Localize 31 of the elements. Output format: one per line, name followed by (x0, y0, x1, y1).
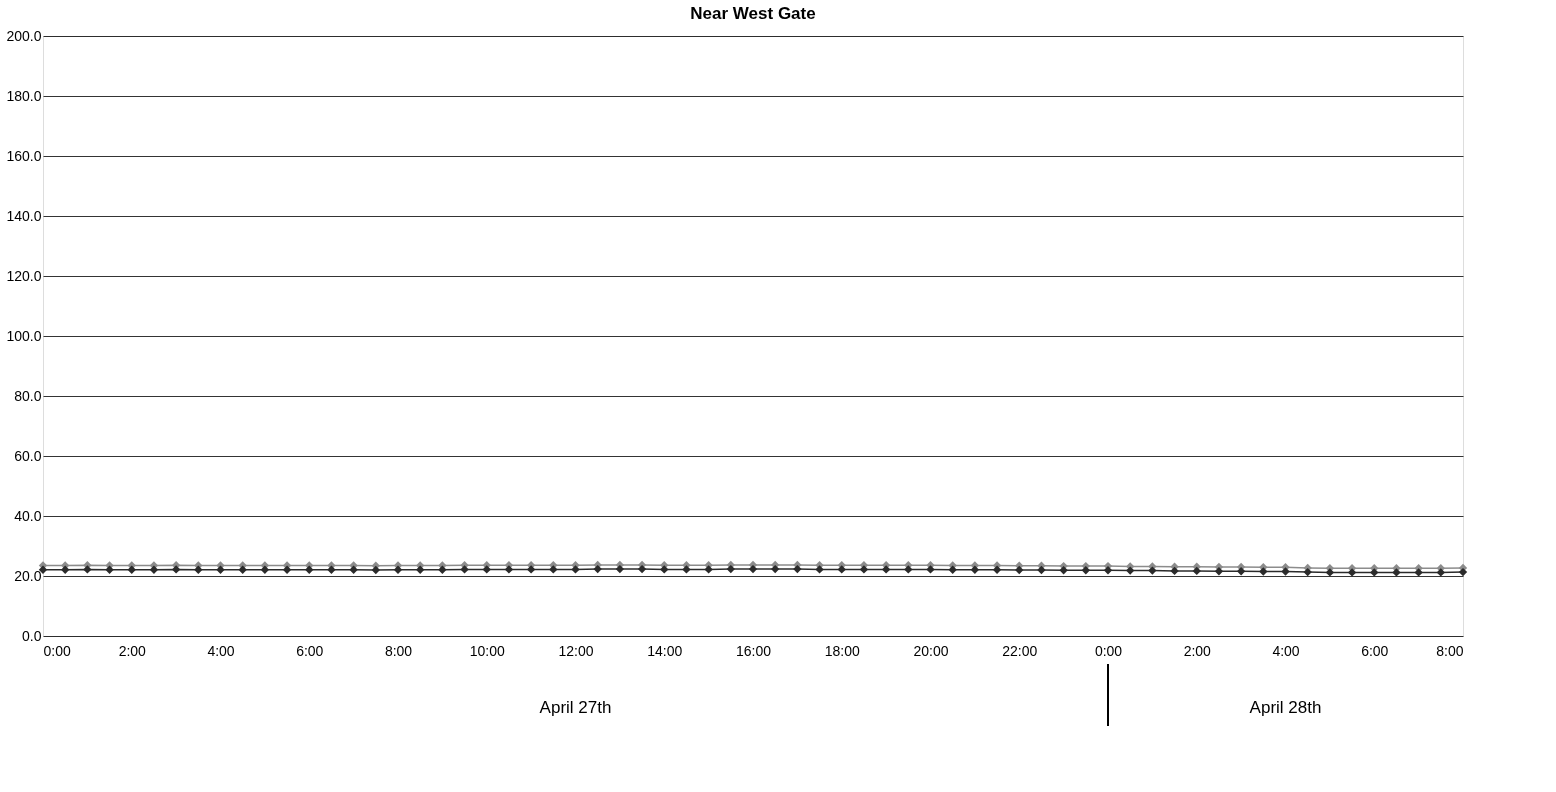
x-tick-label: 16:00 (735, 642, 772, 659)
text: April 27th (539, 698, 612, 717)
x-tick-label: 12:00 (558, 642, 594, 659)
y-tick-label: 120.0 (6, 267, 42, 284)
y-tick-label: 180.0 (6, 87, 42, 104)
x-tick-label: 10:00 (469, 642, 505, 659)
y-tick-label: 0.0 (22, 627, 42, 644)
x-tick-label: 20:00 (913, 642, 949, 659)
x-tick-label: 2:00 (1183, 642, 1212, 659)
y-tick-label: 140.0 (6, 207, 42, 224)
x-tick-label: 0:00 (1094, 642, 1123, 659)
chart-title: Near West Gate (690, 4, 816, 23)
x-tick-label: 18:00 (824, 642, 860, 659)
x-tick-label: 22:00 (1002, 642, 1038, 659)
y-tick-label: 100.0 (6, 327, 42, 344)
text: April 28th (1249, 698, 1322, 717)
y-tick-label: 60.0 (14, 447, 42, 464)
x-tick-label: 4:00 (1272, 642, 1300, 659)
y-tick-label: 80.0 (14, 387, 42, 404)
y-tick-label: 160.0 (6, 147, 42, 164)
y-tick-label: 20.0 (14, 567, 42, 584)
x-tick-label: 6:00 (296, 642, 324, 659)
x-tick-label: 8:00 (384, 642, 413, 659)
x-tick-label: 14:00 (647, 642, 683, 659)
y-tick-label: 200.0 (6, 27, 42, 44)
x-tick-label: 2:00 (118, 642, 147, 659)
x-tick-label: 6:00 (1361, 642, 1389, 659)
y-tick-label: 40.0 (14, 507, 42, 524)
x-tick-label: 4:00 (207, 642, 235, 659)
x-tick-label: 8:00 (1436, 642, 1464, 659)
x-tick-label: 0:00 (43, 642, 71, 659)
